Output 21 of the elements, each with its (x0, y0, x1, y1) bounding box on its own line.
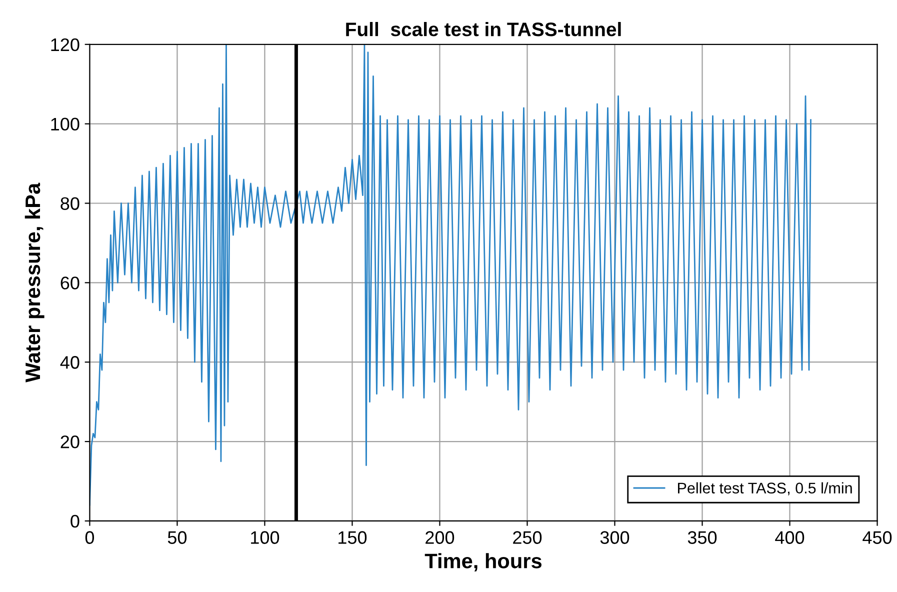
x-tick-label: 200 (426, 531, 454, 544)
y-tick-label: 40 (60, 356, 80, 369)
x-tick-label: 100 (251, 531, 280, 544)
x-tick-label: 50 (168, 531, 187, 544)
x-axis-title: Time, hours (424, 553, 542, 572)
x-tick-label: 400 (775, 531, 804, 544)
x-tick-label: 0 (85, 531, 94, 544)
y-tick-label: 100 (51, 118, 80, 131)
x-tick-label: 350 (688, 531, 717, 544)
chart-title: Full scale test in TASS-tunnel (346, 22, 621, 36)
x-tick-label: 300 (600, 531, 630, 544)
y-tick-label: 60 (60, 276, 80, 290)
x-tick-label: 250 (513, 531, 542, 544)
y-tick-label: 120 (51, 38, 80, 52)
legend-label: Pellet test TASS, 0.5 l/min (678, 482, 852, 496)
x-tick-label: 450 (862, 531, 892, 544)
x-tick-label: 150 (338, 531, 367, 544)
y-axis-title: Water pressure, kPa (24, 182, 44, 382)
y-tick-label: 20 (60, 435, 80, 448)
y-tick-label: 80 (60, 197, 80, 210)
y-tick-label: 0 (70, 514, 80, 528)
